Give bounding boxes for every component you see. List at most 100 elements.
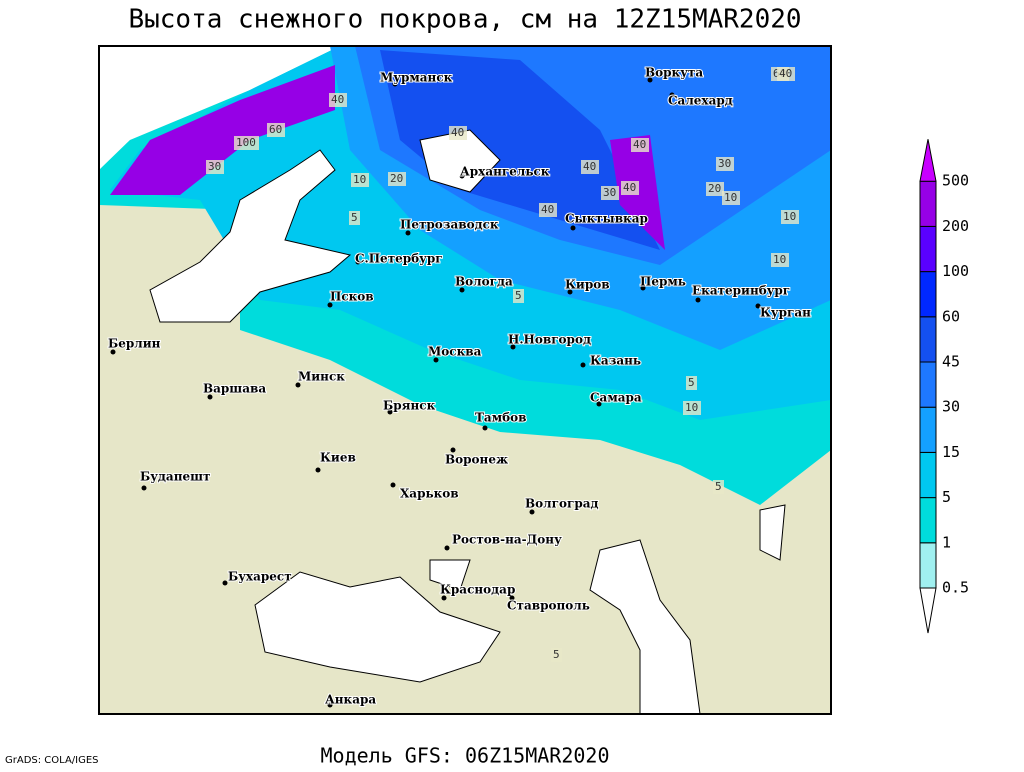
contour-label-box bbox=[388, 172, 406, 186]
city-dot bbox=[570, 225, 576, 231]
city-dot bbox=[387, 409, 393, 415]
contour-label: 5 bbox=[515, 289, 522, 302]
city-label: Брянск bbox=[383, 399, 436, 413]
colorbar-label: 200 bbox=[942, 217, 969, 235]
contour-label-box bbox=[449, 126, 467, 140]
colorbar-box bbox=[919, 361, 937, 408]
city-label: Волгоград bbox=[525, 497, 598, 511]
city-label: Вологда bbox=[455, 275, 513, 289]
contour-label: 10 bbox=[724, 191, 737, 204]
city-label: Петрозаводск bbox=[400, 218, 499, 232]
city-dot bbox=[596, 401, 602, 407]
colorbar-label: 0.5 bbox=[942, 579, 969, 597]
city-dot bbox=[433, 357, 439, 363]
colorbar-box bbox=[919, 271, 937, 318]
city-dot bbox=[392, 81, 398, 87]
contour-label: 40 bbox=[583, 160, 596, 173]
sea bbox=[149, 149, 352, 323]
contour-label-box bbox=[513, 289, 524, 303]
contour-label: 40 bbox=[623, 181, 636, 194]
city-dot bbox=[640, 285, 646, 291]
city-label: Минск bbox=[298, 370, 345, 384]
contour-label-box bbox=[706, 182, 724, 196]
contour-label: 30 bbox=[603, 186, 616, 199]
colorbar-label: 100 bbox=[942, 262, 969, 280]
sea bbox=[429, 559, 471, 591]
city-label: Салехард bbox=[668, 94, 733, 108]
sea bbox=[99, 46, 340, 170]
contour-label-box bbox=[621, 181, 639, 195]
colorbar-end bbox=[919, 139, 937, 182]
colorbar-end bbox=[919, 587, 937, 634]
city-label: Екатеринбург bbox=[692, 284, 790, 298]
contour-label: 30 bbox=[718, 157, 731, 170]
colorbar-box bbox=[919, 316, 937, 363]
contour-label: 5 bbox=[351, 211, 358, 224]
city-label: Самара bbox=[590, 391, 642, 405]
contour-label-box bbox=[716, 157, 734, 171]
city-dot bbox=[141, 485, 147, 491]
colorbar-label: 30 bbox=[942, 398, 960, 416]
contour-label-box bbox=[722, 191, 740, 205]
contour-label: 40 bbox=[633, 138, 646, 151]
contour-label-box bbox=[539, 203, 557, 217]
contour-label: 5 bbox=[688, 376, 695, 389]
city-dot bbox=[444, 545, 450, 551]
city-dot bbox=[459, 287, 465, 293]
city-dot bbox=[315, 467, 321, 473]
city-dot bbox=[355, 259, 361, 265]
contour-label: 60 bbox=[269, 123, 282, 136]
city-dot bbox=[207, 394, 213, 400]
city-dot bbox=[669, 92, 675, 98]
city-dot bbox=[647, 77, 653, 83]
city-dot bbox=[327, 702, 333, 708]
contour-label-box bbox=[351, 173, 369, 187]
contour-label-box bbox=[683, 401, 701, 415]
city-dot bbox=[509, 595, 515, 601]
contour-label-box bbox=[777, 67, 795, 81]
colorbar-label: 1 bbox=[942, 533, 951, 551]
contour-label: 40 bbox=[541, 203, 554, 216]
credit: GrADS: COLA/IGES bbox=[5, 755, 99, 766]
city-label: Киев bbox=[320, 451, 356, 465]
colorbar-label: 15 bbox=[942, 443, 960, 461]
city-dot bbox=[482, 425, 488, 431]
city-label: Ростов-на-Дону bbox=[452, 533, 562, 547]
city-label: Псков bbox=[330, 290, 374, 304]
city-dot bbox=[327, 302, 333, 308]
city-label: Москва bbox=[428, 345, 482, 359]
colorbar-box bbox=[919, 225, 937, 273]
city-dot bbox=[110, 349, 116, 355]
contour-label-box bbox=[581, 160, 599, 174]
contour-label-box bbox=[686, 376, 697, 390]
city-label: Варшава bbox=[203, 382, 266, 396]
contour-label: 100 bbox=[236, 136, 256, 149]
city-label: Краснодар bbox=[440, 583, 515, 597]
city-dot bbox=[405, 230, 411, 236]
model-caption: Модель GFS: 06Z15MAR2020 bbox=[321, 744, 610, 768]
title: Высота снежного покрова, см на 12Z15MAR2… bbox=[128, 5, 801, 35]
city-label: Курган bbox=[760, 306, 811, 320]
city-label: Берлин bbox=[108, 337, 161, 351]
contour-label: 30 bbox=[208, 160, 221, 173]
colorbar-label: 500 bbox=[942, 172, 969, 190]
city-label: Харьков bbox=[400, 487, 459, 501]
city-label: Воркута bbox=[645, 66, 703, 80]
contour-label-box bbox=[601, 186, 619, 200]
contour-label: 5 bbox=[715, 480, 722, 493]
city-label: С.Петербург bbox=[355, 252, 443, 266]
contour-label-box bbox=[234, 136, 259, 150]
contour-label-box bbox=[206, 160, 224, 174]
contour-label: 10 bbox=[353, 173, 366, 186]
contour-label-box bbox=[267, 123, 285, 137]
city-dot bbox=[222, 580, 228, 586]
colorbar-box bbox=[919, 497, 937, 544]
contour-label: 40 bbox=[331, 93, 344, 106]
colorbar-box bbox=[919, 542, 937, 589]
contour-label: 40 bbox=[779, 67, 792, 80]
snow-area bbox=[380, 50, 660, 250]
city-label: Казань bbox=[590, 354, 641, 368]
